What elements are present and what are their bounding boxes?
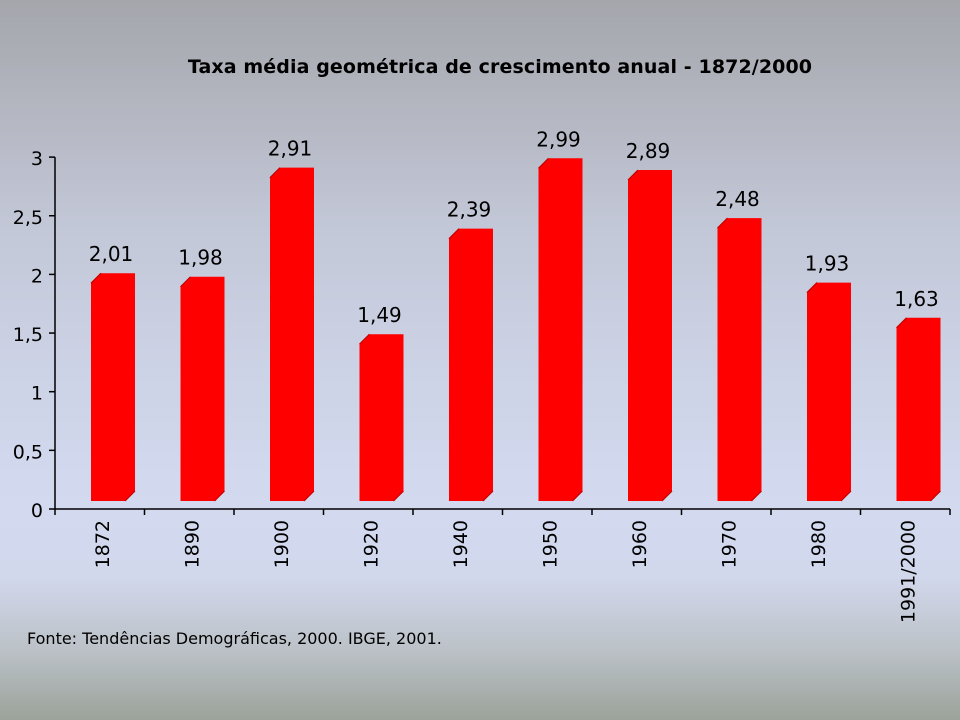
- x-tick-label: 1950: [539, 520, 561, 568]
- bar-bevel-top: [717, 217, 728, 229]
- bar-bevel-bottom: [930, 490, 941, 502]
- chart-title: Taxa média geométrica de crescimento anu…: [187, 56, 813, 78]
- bar-bevel-bottom: [661, 490, 673, 502]
- x-tick-label: 1970: [718, 520, 740, 568]
- bar-bevel-bottom: [572, 490, 583, 502]
- bar: [359, 333, 404, 502]
- bar-bevel-top: [269, 167, 281, 179]
- bar: [269, 167, 315, 502]
- bar-face: [91, 273, 135, 501]
- x-tick-label: 1980: [808, 520, 830, 568]
- x-tick-label: 1960: [629, 520, 651, 568]
- data-label: 2,91: [268, 137, 313, 161]
- bar-bevel-bottom: [751, 490, 762, 502]
- x-axis: 1872 1890 1900 1920 1940 1950 1960 1970 1980 1991…: [54, 508, 951, 623]
- data-label: 1,63: [894, 287, 939, 311]
- bar-bevel-bottom: [840, 490, 852, 502]
- data-label: 2,48: [715, 187, 760, 211]
- bar-face: [896, 317, 941, 501]
- data-label: 2,01: [89, 242, 134, 266]
- y-tick-label: 0: [31, 500, 43, 522]
- bar-bevel-bottom: [393, 490, 404, 502]
- y-tick-label: 1: [31, 383, 43, 405]
- y-tick-label: 2,5: [13, 207, 43, 229]
- bar-bevel-bottom: [303, 490, 315, 502]
- x-tick-label: 1920: [360, 520, 382, 568]
- data-label: 2,89: [626, 139, 671, 163]
- y-tick-label: 2: [31, 265, 43, 287]
- bar: [90, 272, 136, 502]
- y-tick-label: 1,5: [13, 324, 43, 346]
- bar: [896, 317, 941, 502]
- bar-face: [538, 158, 583, 501]
- bar-face: [449, 228, 493, 501]
- y-axis: 0 0,5 1 1,5 2 2,5 3: [13, 148, 56, 522]
- source-note: Fonte: Tendências Demográficas, 2000. IB…: [27, 629, 442, 648]
- x-tick-label: 1872: [92, 520, 114, 568]
- x-tick-label: 1940: [450, 520, 472, 568]
- bar-bevel-top: [90, 272, 102, 284]
- bar: [180, 276, 225, 502]
- data-labels: 2,01 1,98 2,91 1,49 2,39 2,99 2,89 2,48 1,93 1,63: [89, 127, 939, 327]
- bar-bevel-top: [448, 228, 460, 240]
- data-label: 1,49: [357, 303, 402, 327]
- data-label: 2,39: [447, 198, 492, 222]
- bar-bevel-top: [896, 317, 907, 329]
- bar-face: [717, 218, 762, 501]
- bar: [627, 169, 673, 502]
- x-tick-label: 1900: [271, 520, 293, 568]
- bar-face: [807, 282, 851, 501]
- bar: [806, 282, 852, 502]
- x-tick-label: 1991/2000: [897, 520, 919, 623]
- data-label: 1,98: [178, 246, 223, 270]
- bar-bevel-bottom: [214, 490, 225, 502]
- y-tick-label: 0,5: [13, 441, 43, 463]
- bar-bevel-top: [538, 157, 549, 169]
- bar-bevel-top: [359, 333, 370, 345]
- data-label: 1,93: [805, 252, 850, 276]
- bar: [448, 228, 494, 502]
- bar-face: [628, 170, 672, 502]
- bar-bevel-top: [627, 169, 639, 181]
- bar-bevel-bottom: [124, 490, 136, 502]
- data-label: 2,99: [536, 127, 581, 151]
- bar-bevel-top: [806, 282, 818, 294]
- bar-face: [270, 167, 314, 502]
- bar-bevel-top: [180, 276, 191, 288]
- bar: [717, 217, 762, 502]
- bars: [90, 157, 941, 502]
- y-tick-label: 3: [31, 148, 43, 170]
- bar-bevel-bottom: [482, 490, 494, 502]
- bar-face: [180, 276, 225, 501]
- bar: [538, 157, 583, 502]
- x-tick-label: 1890: [181, 520, 203, 568]
- bar-face: [359, 334, 404, 501]
